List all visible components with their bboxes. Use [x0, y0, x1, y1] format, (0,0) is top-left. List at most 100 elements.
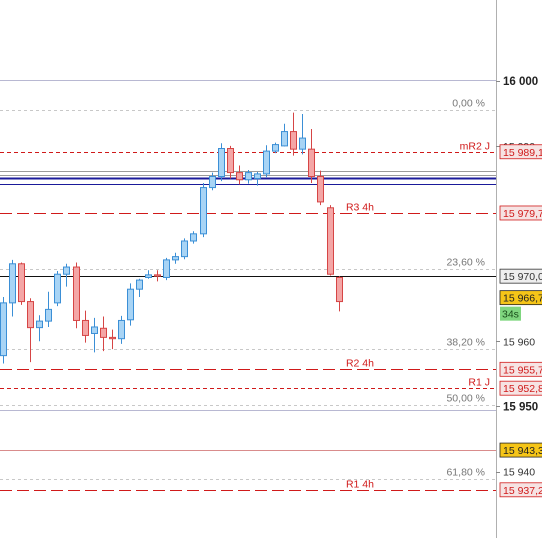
candle-3 [27, 298, 34, 363]
candle-body-6 [54, 273, 61, 304]
tick-label-4: 15 940 [503, 467, 535, 479]
price-tag-1: 15 979,7 [499, 205, 542, 221]
candle-31 [281, 123, 288, 147]
price-tag-label-5: 15 952,8 [503, 383, 542, 395]
candle-14 [127, 283, 134, 326]
candle-9 [82, 310, 89, 343]
candles [0, 112, 343, 364]
candle-29 [263, 145, 270, 178]
candle-body-1 [9, 263, 16, 304]
price-tag-4: 15 955,7 [499, 361, 542, 377]
price-tag-label-0: 15 989,1 [503, 147, 542, 159]
pivot-label-3: R1 J [468, 377, 490, 389]
candle-body-21 [190, 233, 197, 242]
price-tag-box-2 [499, 268, 542, 284]
tick-label-0: 16 000 [503, 76, 538, 88]
candle-34 [308, 128, 315, 184]
pivot-label-2: R2 4h [346, 358, 374, 370]
fibonacci-levels: 0,00 % 23,60 % 38,20 % 50,00 % 61,80 % [0, 98, 496, 480]
candle-body-5 [45, 308, 52, 322]
fib-label-1: 23,60 % [446, 257, 485, 269]
candle-body-27 [245, 172, 252, 181]
candle-30 [272, 142, 279, 154]
candle-body-14 [127, 288, 134, 321]
candle-18 [163, 257, 170, 281]
price-tag-box-1 [499, 205, 542, 221]
candle-body-13 [118, 319, 125, 340]
candle-body-10 [91, 326, 98, 334]
candle-body-25 [227, 148, 234, 174]
candle-6 [54, 270, 61, 307]
candle-body-37 [336, 276, 343, 303]
price-tag-box-4 [499, 361, 542, 377]
candle-body-18 [163, 259, 170, 278]
candle-body-11 [100, 327, 107, 338]
candle-17 [154, 270, 161, 282]
candle-body-9 [82, 319, 89, 336]
price-tag-0: 15 989,1 [499, 144, 542, 160]
price-tag-box-5 [499, 380, 542, 396]
candle-23 [209, 172, 216, 191]
candle-27 [245, 169, 252, 184]
price-tag-7: 15 937,2 [499, 482, 542, 498]
price-tag-label-3: 15 966,7 [503, 293, 542, 305]
price-tag-label-4: 15 955,7 [503, 364, 542, 376]
candle-4 [36, 315, 43, 342]
candle-body-19 [172, 256, 179, 261]
candle-33 [299, 113, 306, 155]
price-tag-label-6: 15 943,3 [503, 445, 542, 457]
countdown-box [500, 306, 521, 321]
candle-7 [63, 263, 70, 287]
candle-body-34 [308, 148, 315, 178]
price-tag-label-7: 15 937,2 [503, 485, 542, 497]
candle-12 [109, 329, 116, 350]
candle-body-12 [109, 336, 116, 340]
price-tag-label-2: 15 970,0 [503, 271, 542, 283]
candle-body-7 [63, 266, 70, 275]
pivot-levels: mR2 J R3 4h R2 4h R1 J R1 4h [0, 141, 496, 491]
tick-label-2: 15 960 [503, 336, 535, 348]
candle-32 [290, 112, 297, 156]
candle-body-8 [73, 266, 80, 321]
candle-body-31 [281, 131, 288, 147]
candle-body-16 [145, 274, 152, 278]
candle-body-28 [254, 173, 261, 179]
fib-label-3: 50,00 % [446, 393, 485, 405]
countdown-badge: 34s [500, 306, 521, 321]
countdown-label: 34s [502, 309, 519, 321]
candle-body-2 [18, 263, 25, 303]
fib-label-2: 38,20 % [446, 337, 485, 349]
fib-label-0: 0,00 % [452, 98, 485, 110]
candle-body-29 [263, 150, 270, 175]
candle-body-24 [218, 148, 225, 178]
candle-body-4 [36, 320, 43, 329]
price-tag-3: 15 966,7 [499, 290, 542, 306]
candle-19 [172, 252, 179, 264]
candle-body-20 [181, 240, 188, 258]
candle-21 [190, 231, 197, 244]
candle-11 [100, 316, 107, 352]
candle-body-30 [272, 144, 279, 152]
candle-5 [45, 291, 52, 327]
fib-label-4: 61,80 % [446, 467, 485, 479]
candle-body-15 [136, 279, 143, 290]
pivot-label-0: mR2 J [460, 141, 490, 153]
price-tags: 15 989,1 15 979,7 15 970,0 15 966,7 15 955,7… [499, 144, 542, 498]
candle-15 [136, 278, 143, 298]
price-tag-2: 15 970,0 [499, 268, 542, 284]
pivot-label-1: R3 4h [346, 202, 374, 214]
candle-body-22 [200, 187, 207, 235]
candle-10 [91, 317, 98, 353]
candle-8 [73, 262, 80, 329]
candle-body-23 [209, 176, 216, 189]
price-tag-label-1: 15 979,7 [503, 208, 542, 220]
candle-body-0 [0, 302, 7, 357]
candle-26 [236, 165, 243, 185]
candle-2 [18, 262, 25, 305]
price-tag-box-3 [499, 290, 542, 306]
candle-body-3 [27, 301, 34, 329]
candle-25 [227, 145, 234, 179]
candle-body-36 [327, 207, 334, 275]
candle-13 [118, 315, 125, 344]
